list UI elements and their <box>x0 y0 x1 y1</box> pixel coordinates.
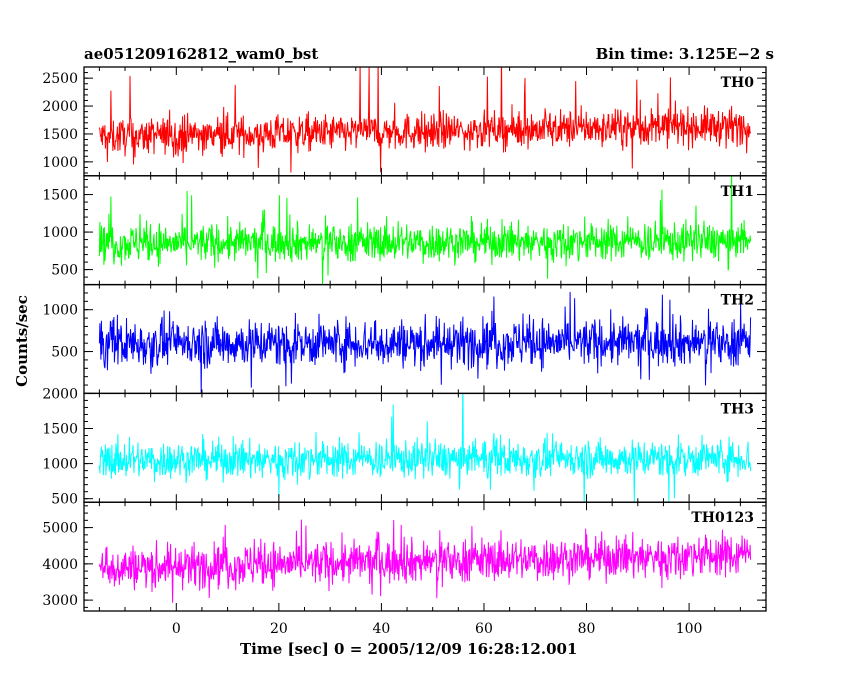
panel-label-th0123: TH0123 <box>691 510 754 526</box>
x-tick-label: 40 <box>372 621 390 637</box>
y-tick-label: 3000 <box>42 593 78 609</box>
series-line-th1 <box>98 175 752 285</box>
y-tick-label: 500 <box>51 263 78 279</box>
panel-label-th0: TH0 <box>721 75 755 91</box>
y-tick-label: 500 <box>51 492 78 508</box>
panel-label-th3: TH3 <box>721 401 754 417</box>
x-tick-label: 60 <box>475 621 493 637</box>
y-tick-label: 1500 <box>42 421 78 437</box>
y-tick-label: 1000 <box>42 457 78 473</box>
y-tick-label: 2500 <box>42 71 78 87</box>
x-tick-label: 80 <box>578 621 596 637</box>
panel-frame <box>83 175 767 286</box>
y-tick-label: 1500 <box>42 127 78 143</box>
y-tick-label: 5000 <box>42 521 78 537</box>
x-tick-label: 0 <box>172 621 181 637</box>
x-tick-label: 100 <box>676 621 703 637</box>
panel-label-th1: TH1 <box>721 184 754 200</box>
y-tick-label: 2000 <box>42 386 78 402</box>
bin-time-label: Bin time: 3.125E−2 s <box>595 45 774 63</box>
series-line-th2 <box>98 291 752 394</box>
panel-label-th2: TH2 <box>721 293 754 309</box>
series-line-th0 <box>98 67 752 173</box>
y-axis-label: Counts/sec <box>13 295 31 387</box>
y-tick-label: 4000 <box>42 557 78 573</box>
panel-frame <box>83 392 767 503</box>
x-tick-label: 20 <box>270 621 288 637</box>
y-tick-label: 1000 <box>42 155 78 171</box>
y-tick-label: 1500 <box>42 188 78 204</box>
y-tick-label: 2000 <box>42 99 78 115</box>
y-tick-label: 1000 <box>42 303 78 319</box>
series-line-th3 <box>98 393 752 503</box>
y-tick-label: 500 <box>51 345 78 361</box>
x-axis-label: Time [sec] 0 = 2005/12/09 16:28:12.001 <box>240 640 578 658</box>
plot-title: ae051209162812_wam0_bst <box>84 45 319 63</box>
series-line-th0123 <box>98 519 752 603</box>
y-tick-label: 1000 <box>42 225 78 241</box>
